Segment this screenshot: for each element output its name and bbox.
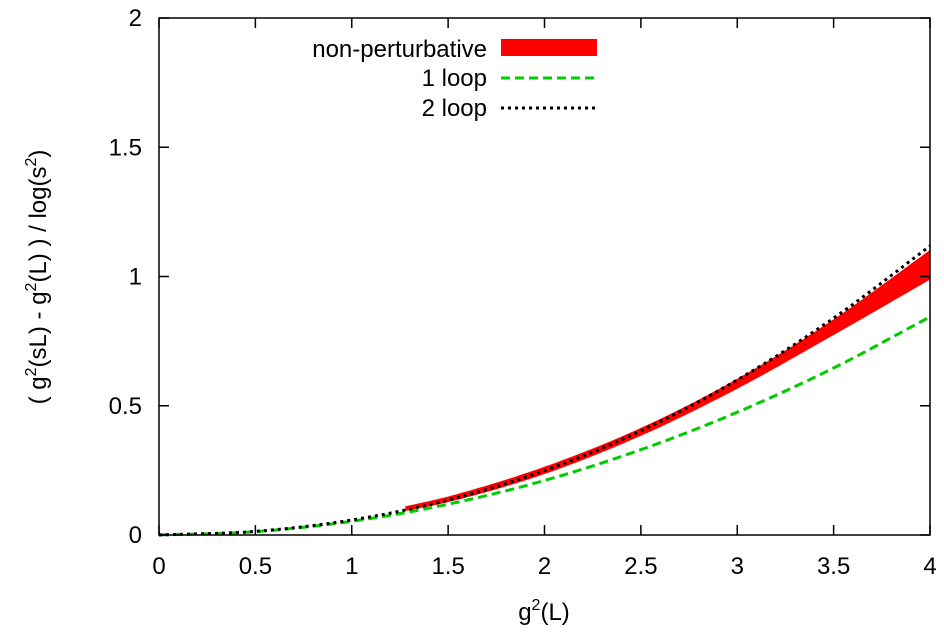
x-tick-label: 1.5: [431, 553, 464, 580]
y-tick-label: 0: [129, 522, 142, 549]
line-1-loop: [158, 315, 931, 537]
x-tick-label: 3.5: [817, 553, 850, 580]
legend-label-1-loop: 1 loop: [422, 65, 487, 92]
series-lines: [158, 244, 931, 537]
legend-swatch-non-perturbative: [501, 39, 597, 56]
legend-label-non-perturbative: non-perturbative: [312, 36, 487, 63]
x-tick-label: 4: [923, 553, 936, 580]
x-tick-label: 0.5: [239, 553, 272, 580]
y-tick-label: 2: [129, 5, 142, 32]
y-tick-label: 0.5: [109, 393, 142, 420]
y-axis-title: ( g2(sL) - g2(L) ) / log(s2): [23, 150, 52, 405]
plot-frame: [158, 17, 931, 536]
x-tick-label: 2: [538, 553, 551, 580]
x-tick-label: 2.5: [624, 553, 657, 580]
y-tick-label: 1: [129, 264, 142, 291]
series-non-perturbative-band: [405, 249, 931, 511]
x-tick-label: 0: [152, 553, 165, 580]
axis-ticks: [158, 17, 931, 536]
axis-tick-labels: 0 0.5 1 1.5 2 2.5 3 3.5 4 0 0.5 1 1.5 2: [109, 5, 937, 580]
x-tick-label: 1: [345, 553, 358, 580]
line-2-loop: [158, 244, 931, 537]
x-tick-label: 3: [731, 553, 744, 580]
band-non-perturbative: [405, 249, 931, 511]
y-tick-label: 1.5: [109, 134, 142, 161]
legend-label-2-loop: 2 loop: [422, 95, 487, 122]
legend: non-perturbative 1 loop 2 loop: [312, 36, 597, 122]
x-axis-title: g2(L): [518, 597, 570, 626]
